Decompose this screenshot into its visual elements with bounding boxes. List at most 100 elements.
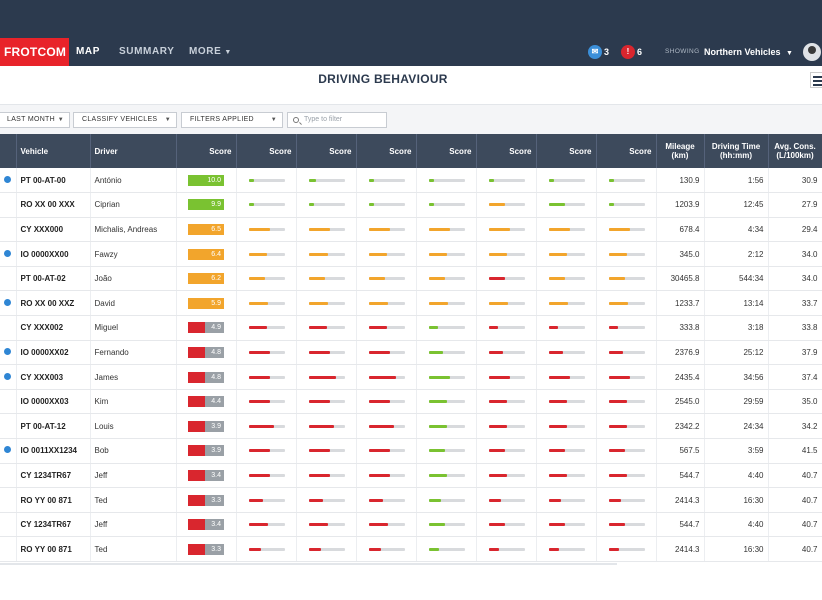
metric-bar: [308, 498, 345, 502]
vehicle-cell[interactable]: CY XXX000: [16, 217, 91, 243]
metric-bar-fill: [308, 277, 325, 281]
mileage-cell: 2376.9: [656, 340, 705, 366]
score-rest: [205, 371, 224, 383]
table-row[interactable]: CY 1234TR67 Jeff 3.4 544.7 4:40 40.7: [0, 463, 822, 489]
header-score[interactable]: Score: [476, 134, 537, 168]
vehicle-cell[interactable]: IO 0011XX1234: [16, 438, 91, 464]
vehicle-cell[interactable]: PT 00-AT-00: [16, 168, 91, 194]
header-driver[interactable]: Driver: [90, 134, 177, 168]
vehicle-cell[interactable]: CY XXX002: [16, 315, 91, 341]
info-icon[interactable]: [4, 372, 11, 380]
vehicle-cell[interactable]: CY 1234TR67: [16, 512, 91, 538]
table-row[interactable]: RO YY 00 871 Ted 3.3 2414.3 16:30 40.7: [0, 487, 822, 513]
info-icon[interactable]: [4, 249, 11, 257]
driver-cell: Jeff: [90, 463, 177, 489]
table-row[interactable]: IO 0011XX1234 Bob 3.9 567.5 3:59 41.5: [0, 438, 822, 464]
vehicle-cell[interactable]: IO 0000XX00: [16, 241, 91, 267]
vehicle-cell[interactable]: RO YY 00 871: [16, 487, 91, 513]
metric-bar: [308, 449, 345, 453]
metric-bar: [368, 252, 405, 256]
header-score[interactable]: Score: [176, 134, 237, 168]
vehicle-cell[interactable]: RO YY 00 871: [16, 536, 91, 562]
score-badge: 9.9: [188, 199, 224, 211]
metric-cell: [416, 241, 477, 267]
header-score[interactable]: Score: [296, 134, 357, 168]
header-score[interactable]: Score: [536, 134, 597, 168]
header-driving-time[interactable]: Driving Time (hh:mm): [704, 134, 769, 168]
table-row[interactable]: CY XXX002 Miguel 4.9 333.8 3:18 33.8: [0, 315, 822, 341]
table-row[interactable]: PT 00-AT-12 Louis 3.9 2342.2 24:34 34.2: [0, 413, 822, 440]
vehicle-cell[interactable]: PT 00-AT-12: [16, 413, 91, 440]
driving-time-cell: 544:34: [704, 266, 769, 292]
metric-bar: [248, 547, 285, 551]
metric-bar-fill: [428, 523, 445, 527]
score-fill: [188, 469, 206, 481]
nav-more-label: MORE: [189, 46, 222, 57]
table-row[interactable]: CY XXX003 James 4.8 2435.4 34:56 37.4: [0, 364, 822, 390]
info-icon[interactable]: [4, 347, 11, 355]
table-row[interactable]: CY XXX000 Michalis, Andreas 6.5 678.4 4:34 29…: [0, 217, 822, 243]
nav-more[interactable]: MORE ▼: [189, 38, 232, 66]
frotcom-logo[interactable]: FROTCOM: [0, 38, 69, 66]
table-row[interactable]: IO 0000XX00 Fawzy 6.4 345.0 2:12 34.0: [0, 241, 822, 267]
menu-icon[interactable]: [810, 72, 822, 88]
score-badge: 3.4: [188, 469, 224, 481]
table-row[interactable]: PT 00-AT-02 João 6.2 30465.8 544:34 34.0: [0, 266, 822, 292]
period-filter[interactable]: LAST MONTH ▼: [0, 112, 70, 128]
info-icon[interactable]: [4, 298, 11, 306]
score-value: 5.9: [211, 299, 221, 307]
table-row[interactable]: IO 0000XX02 Fernando 4.8 2376.9 25:12 37.9: [0, 340, 822, 366]
vehicle-cell[interactable]: PT 00-AT-02: [16, 266, 91, 292]
info-cell: [0, 315, 17, 341]
nav-map[interactable]: MAP: [76, 46, 101, 57]
header-score[interactable]: Score: [236, 134, 297, 168]
info-icon[interactable]: [4, 446, 11, 454]
vehicle-cell[interactable]: IO 0000XX02: [16, 340, 91, 366]
table-row[interactable]: RO XX 00 XXZ David 5.9 1233.7 13:14 33.7: [0, 290, 822, 317]
header-score[interactable]: Score: [356, 134, 417, 168]
metric-bar-fill: [488, 203, 505, 207]
search-input[interactable]: Type to filter: [287, 112, 387, 128]
nav-summary[interactable]: SUMMARY: [119, 46, 175, 57]
table-row[interactable]: RO YY 00 871 Ted 3.3 2414.3 16:30 40.7: [0, 536, 822, 562]
vehicle-cell[interactable]: IO 0000XX03: [16, 389, 91, 415]
mileage-cell: 678.4: [656, 217, 705, 243]
info-cell: [0, 536, 17, 562]
metric-bar: [608, 547, 645, 551]
header-vehicle[interactable]: Vehicle: [16, 134, 91, 168]
vehicle-cell[interactable]: CY 1234TR67: [16, 463, 91, 489]
consumption-cell: 33.7: [768, 290, 822, 317]
search-icon: [293, 117, 299, 123]
metric-bar-fill: [308, 473, 331, 477]
info-cell: [0, 168, 17, 194]
header-consumption[interactable]: Avg. Cons. (L/100km): [768, 134, 822, 168]
header-mileage[interactable]: Mileage (km): [656, 134, 705, 168]
metric-cell: [356, 192, 417, 218]
metric-cell: [476, 168, 537, 194]
score-value: 10.0: [207, 176, 221, 184]
table-row[interactable]: PT 00-AT-00 António 10.0 130.9 1:56 30.9: [0, 168, 822, 194]
classify-filter-label: CLASSIFY VEHICLES: [82, 116, 158, 123]
table-row[interactable]: CY 1234TR67 Jeff 3.4 544.7 4:40 40.7: [0, 512, 822, 538]
metric-bar: [428, 473, 465, 477]
vehicle-cell[interactable]: CY XXX003: [16, 364, 91, 390]
header-score[interactable]: Score: [416, 134, 477, 168]
horizontal-scrollbar[interactable]: [0, 563, 617, 565]
alert-icon[interactable]: !: [621, 45, 635, 59]
avatar[interactable]: [803, 43, 821, 61]
metric-bar: [248, 277, 285, 281]
vehicle-cell[interactable]: RO XX 00 XXX: [16, 192, 91, 218]
group-selector[interactable]: Northern Vehicles ▼: [704, 38, 793, 66]
classify-filter[interactable]: CLASSIFY VEHICLES ▼: [73, 112, 177, 128]
metric-bar-fill: [428, 277, 445, 281]
table-row[interactable]: RO XX 00 XXX Ciprian 9.9 1203.9 12:45 27.9: [0, 192, 822, 218]
envelope-icon[interactable]: ✉: [588, 45, 602, 59]
driver-cell: Fernando: [90, 340, 177, 366]
table-row[interactable]: IO 0000XX03 Kim 4.4 2545.0 29:59 35.0: [0, 389, 822, 415]
header-score[interactable]: Score: [596, 134, 657, 168]
info-icon[interactable]: [4, 175, 11, 183]
vehicle-cell[interactable]: RO XX 00 XXZ: [16, 290, 91, 317]
consumption-cell: 35.0: [768, 389, 822, 415]
mileage-cell: 345.0: [656, 241, 705, 267]
applied-filter[interactable]: FILTERS APPLIED ▼: [181, 112, 283, 128]
